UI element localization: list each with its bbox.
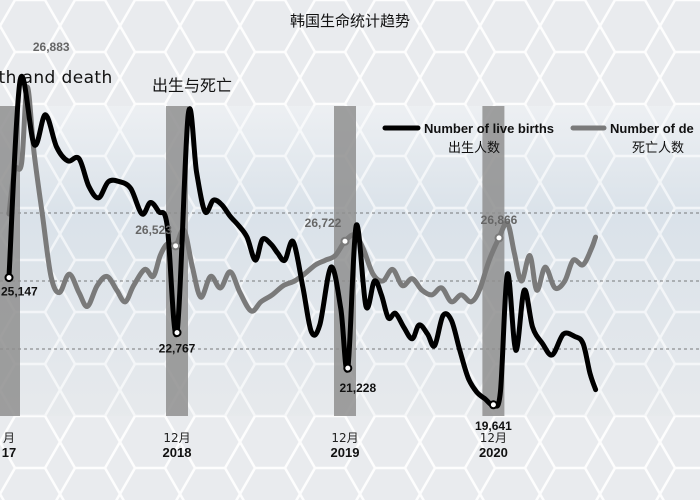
data-labels: 25,147 26,883 26,523 22,767 26,722 21,228 26,8… — [1, 40, 518, 433]
x-tick-month: 12月 — [163, 431, 190, 445]
data-label: 26,722 — [305, 216, 342, 230]
series-lines — [6, 73, 599, 409]
data-label: 26,883 — [33, 40, 70, 54]
highlight-bands — [0, 106, 505, 416]
deaths-line — [6, 84, 599, 314]
data-label: 19,641 — [475, 419, 512, 433]
chart-subtitle-chinese: 出生与死亡 — [152, 76, 233, 95]
x-tick-year: 17 — [2, 445, 16, 460]
data-point-marker — [488, 400, 498, 410]
data-point-marker — [4, 273, 14, 283]
live-births-line — [6, 73, 599, 409]
december-band — [482, 106, 505, 416]
data-point-marker — [494, 233, 504, 243]
legend-births-label-chinese: 出生人数 — [448, 141, 500, 156]
data-label: 26,523 — [135, 223, 172, 237]
legend-deaths-label-chinese: 死亡人数 — [632, 141, 684, 156]
data-label: 22,767 — [159, 342, 196, 356]
data-label: 21,228 — [339, 381, 376, 395]
x-tick-month: 月 — [3, 431, 15, 445]
x-tick-month: 12月 — [480, 431, 507, 445]
legend-deaths-label: Number of de — [610, 121, 694, 136]
data-point-marker — [171, 241, 181, 251]
x-tick-month: 12月 — [331, 431, 358, 445]
data-point-marker — [340, 236, 350, 246]
page-title: 韩国生命统计趋势 — [289, 12, 410, 30]
data-label: 25,147 — [1, 285, 38, 299]
x-tick-year: 2020 — [479, 445, 508, 460]
x-tick-year: 2019 — [331, 445, 360, 460]
chart-subtitle: irth and death — [0, 68, 113, 88]
legend-births-label: Number of live births — [424, 121, 554, 136]
data-label: 26,866 — [481, 213, 518, 227]
data-point-marker — [172, 328, 182, 338]
x-tick-year: 2018 — [163, 445, 192, 460]
legend: Number of live births 出生人数 Number of de … — [382, 121, 694, 156]
data-point-marker — [343, 363, 353, 373]
